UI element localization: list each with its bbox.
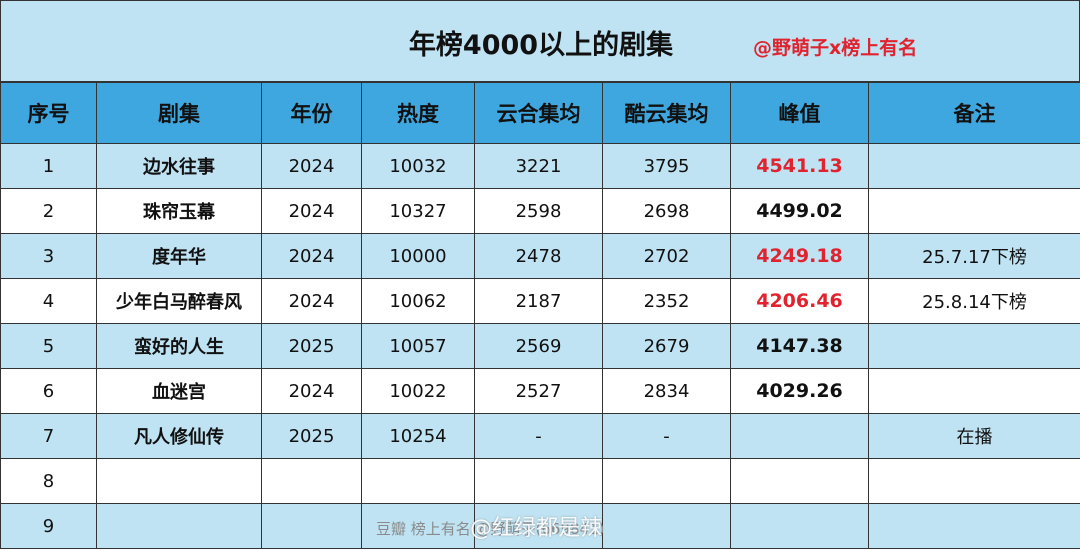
cell-index: 6	[0, 368, 97, 414]
cell-kuyun: 2702	[602, 233, 731, 279]
cell-heat: 10254	[361, 413, 475, 459]
cell-yunhe: 2187	[474, 278, 603, 324]
cell-peak: 4249.18	[730, 233, 869, 279]
ranking-table: 序号 剧集 年份 热度 云合集均 酷云集均 峰值 备注 1 边水往事 2024 100…	[0, 82, 1080, 549]
cell-yunhe	[474, 503, 603, 549]
cell-year: 2024	[261, 143, 362, 189]
cell-yunhe: 2569	[474, 323, 603, 369]
cell-heat: 10327	[361, 188, 475, 234]
cell-year: 2025	[261, 323, 362, 369]
header-cell-kuyun[interactable]: 酷云集均	[602, 82, 731, 144]
cell-index: 3	[0, 233, 97, 279]
cell-heat: 10022	[361, 368, 475, 414]
cell-note	[868, 458, 1080, 504]
cell-heat: 10057	[361, 323, 475, 369]
cell-title: 蛮好的人生	[96, 323, 262, 369]
cell-note: 25.7.17下榜	[868, 233, 1080, 279]
cell-index: 5	[0, 323, 97, 369]
table-row[interactable]: 1 边水往事 2024 10032 3221 3795 4541.13	[0, 143, 1080, 189]
cell-index: 9	[0, 503, 97, 549]
header-cell-peak[interactable]: 峰值	[730, 82, 869, 144]
cell-note: 25.8.14下榜	[868, 278, 1080, 324]
weibo-watermark: @红绿都是辣	[470, 516, 603, 541]
cell-year: 2024	[261, 368, 362, 414]
header-cell-index[interactable]: 序号	[0, 82, 97, 144]
cell-kuyun	[602, 458, 731, 504]
cell-note	[868, 368, 1080, 414]
cell-heat	[361, 503, 475, 549]
cell-title: 少年白马醉春风	[96, 278, 262, 324]
page-title: 年榜4000以上的剧集	[408, 30, 674, 61]
table-row[interactable]: 3 度年华 2024 10000 2478 2702 4249.18 25.7.17下榜	[0, 233, 1080, 279]
cell-index: 7	[0, 413, 97, 459]
header-cell-title[interactable]: 剧集	[96, 82, 262, 144]
cell-peak: 4029.26	[730, 368, 869, 414]
cell-heat	[361, 458, 475, 504]
author-watermark: @野萌子x榜上有名	[753, 37, 918, 59]
cell-kuyun: 2834	[602, 368, 731, 414]
cell-note	[868, 503, 1080, 549]
cell-kuyun: 2698	[602, 188, 731, 234]
cell-kuyun: 3795	[602, 143, 731, 189]
cell-title	[96, 503, 262, 549]
cell-heat: 10062	[361, 278, 475, 324]
cell-index: 4	[0, 278, 97, 324]
table-row[interactable]: 7 凡人修仙传 2025 10254- - 在播	[0, 413, 1080, 459]
cell-year: 2024	[261, 233, 362, 279]
cell-note	[868, 143, 1080, 189]
cell-heat: 10032	[361, 143, 475, 189]
cell-title: 度年华	[96, 233, 262, 279]
cell-peak	[730, 458, 869, 504]
table-row[interactable]: 5 蛮好的人生 2025 10057 2569 2679 4147.38	[0, 323, 1080, 369]
cell-note	[868, 188, 1080, 234]
cell-peak: 4499.02	[730, 188, 869, 234]
cell-heat: 10000	[361, 233, 475, 279]
cell-yunhe: -	[474, 413, 603, 459]
table-row[interactable]: 6 血迷宫 2024 10022 2527 2834 4029.26	[0, 368, 1080, 414]
table-row[interactable]: 9	[0, 503, 1080, 549]
cell-peak: 4206.46	[730, 278, 869, 324]
cell-title: 凡人修仙传	[96, 413, 262, 459]
cell-year: 2024	[261, 278, 362, 324]
cell-kuyun	[602, 503, 731, 549]
cell-kuyun: 2352	[602, 278, 731, 324]
cell-index: 1	[0, 143, 97, 189]
footer-watermark: 豆瓣 榜上有名 @野萌子(669841)	[376, 520, 605, 538]
cell-yunhe: 2478	[474, 233, 603, 279]
cell-yunhe: 3221	[474, 143, 603, 189]
cell-kuyun: 2679	[602, 323, 731, 369]
cell-title: 边水往事	[96, 143, 262, 189]
table-row[interactable]: 2 珠帘玉幕 2024 10327 2598 2698 4499.02	[0, 188, 1080, 234]
header-cell-note[interactable]: 备注	[868, 82, 1080, 144]
cell-index: 8	[0, 458, 97, 504]
cell-peak	[730, 413, 869, 459]
cell-yunhe	[474, 458, 603, 504]
cell-peak	[730, 503, 869, 549]
cell-title: 珠帘玉幕	[96, 188, 262, 234]
table-row[interactable]: 8	[0, 458, 1080, 504]
header-cell-year[interactable]: 年份	[261, 82, 362, 144]
cell-note: 在播	[868, 413, 1080, 459]
title-bar: 年榜4000以上的剧集 @野萌子x榜上有名	[0, 0, 1080, 82]
cell-title: 血迷宫	[96, 368, 262, 414]
table-body: 1 边水往事 2024 10032 3221 3795 4541.13 2 珠帘玉幕 2024 10…	[0, 143, 1080, 549]
header-cell-heat[interactable]: 热度	[361, 82, 475, 144]
cell-yunhe: 2598	[474, 188, 603, 234]
cell-year	[261, 503, 362, 549]
cell-peak: 4541.13	[730, 143, 869, 189]
cell-year: 2024	[261, 188, 362, 234]
cell-peak: 4147.38	[730, 323, 869, 369]
cell-yunhe: 2527	[474, 368, 603, 414]
cell-kuyun: -	[602, 413, 731, 459]
cell-note	[868, 323, 1080, 369]
cell-year	[261, 458, 362, 504]
cell-year: 2025	[261, 413, 362, 459]
cell-title	[96, 458, 262, 504]
table-row[interactable]: 4 少年白马醉春风 2024 10062 2187 2352 4206.46 25.8.14下…	[0, 278, 1080, 324]
header-row: 序号 剧集 年份 热度 云合集均 酷云集均 峰值 备注	[0, 82, 1080, 144]
cell-index: 2	[0, 188, 97, 234]
header-cell-yunhe[interactable]: 云合集均	[474, 82, 603, 144]
